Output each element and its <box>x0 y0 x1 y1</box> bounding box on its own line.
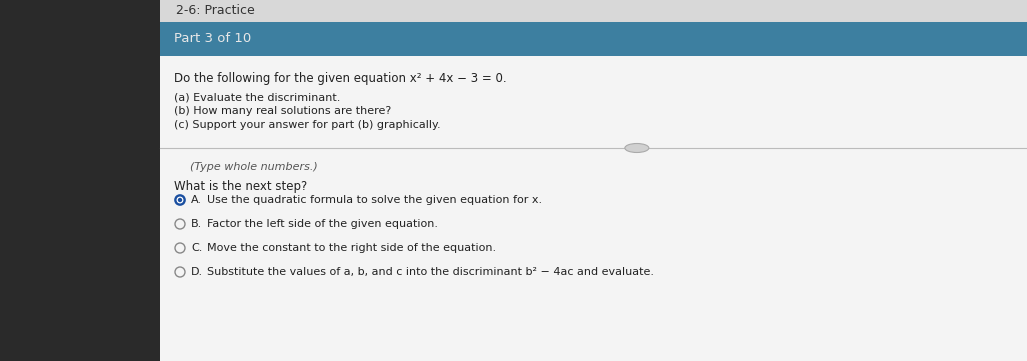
Text: C.: C. <box>191 243 202 253</box>
Text: (a) Evaluate the discriminant.: (a) Evaluate the discriminant. <box>174 92 340 102</box>
Text: Substitute the values of a, b, and c into the discriminant b² − 4ac and evaluate: Substitute the values of a, b, and c int… <box>207 267 654 277</box>
Text: B.: B. <box>191 219 202 229</box>
Text: Move the constant to the right side of the equation.: Move the constant to the right side of t… <box>207 243 496 253</box>
FancyBboxPatch shape <box>0 0 160 361</box>
Circle shape <box>175 195 185 205</box>
Text: Use the quadratic formula to solve the given equation for x.: Use the quadratic formula to solve the g… <box>207 195 542 205</box>
Text: Part 3 of 10: Part 3 of 10 <box>174 32 252 45</box>
Text: 2-6: Practice: 2-6: Practice <box>176 4 255 17</box>
FancyBboxPatch shape <box>160 0 1027 22</box>
Text: (b) How many real solutions are there?: (b) How many real solutions are there? <box>174 106 391 116</box>
Circle shape <box>175 243 185 253</box>
Circle shape <box>178 197 183 203</box>
Text: (c) Support your answer for part (b) graphically.: (c) Support your answer for part (b) gra… <box>174 120 441 130</box>
FancyBboxPatch shape <box>160 0 1027 361</box>
Text: What is the next step?: What is the next step? <box>174 180 307 193</box>
Ellipse shape <box>624 144 649 152</box>
Circle shape <box>175 219 185 229</box>
Text: Factor the left side of the given equation.: Factor the left side of the given equati… <box>207 219 438 229</box>
Text: (Type whole numbers.): (Type whole numbers.) <box>190 162 317 172</box>
Circle shape <box>179 199 182 201</box>
Circle shape <box>175 267 185 277</box>
FancyBboxPatch shape <box>160 22 1027 56</box>
Text: D.: D. <box>191 267 203 277</box>
Text: A.: A. <box>191 195 202 205</box>
Text: Do the following for the given equation x² + 4x − 3 = 0.: Do the following for the given equation … <box>174 72 506 85</box>
